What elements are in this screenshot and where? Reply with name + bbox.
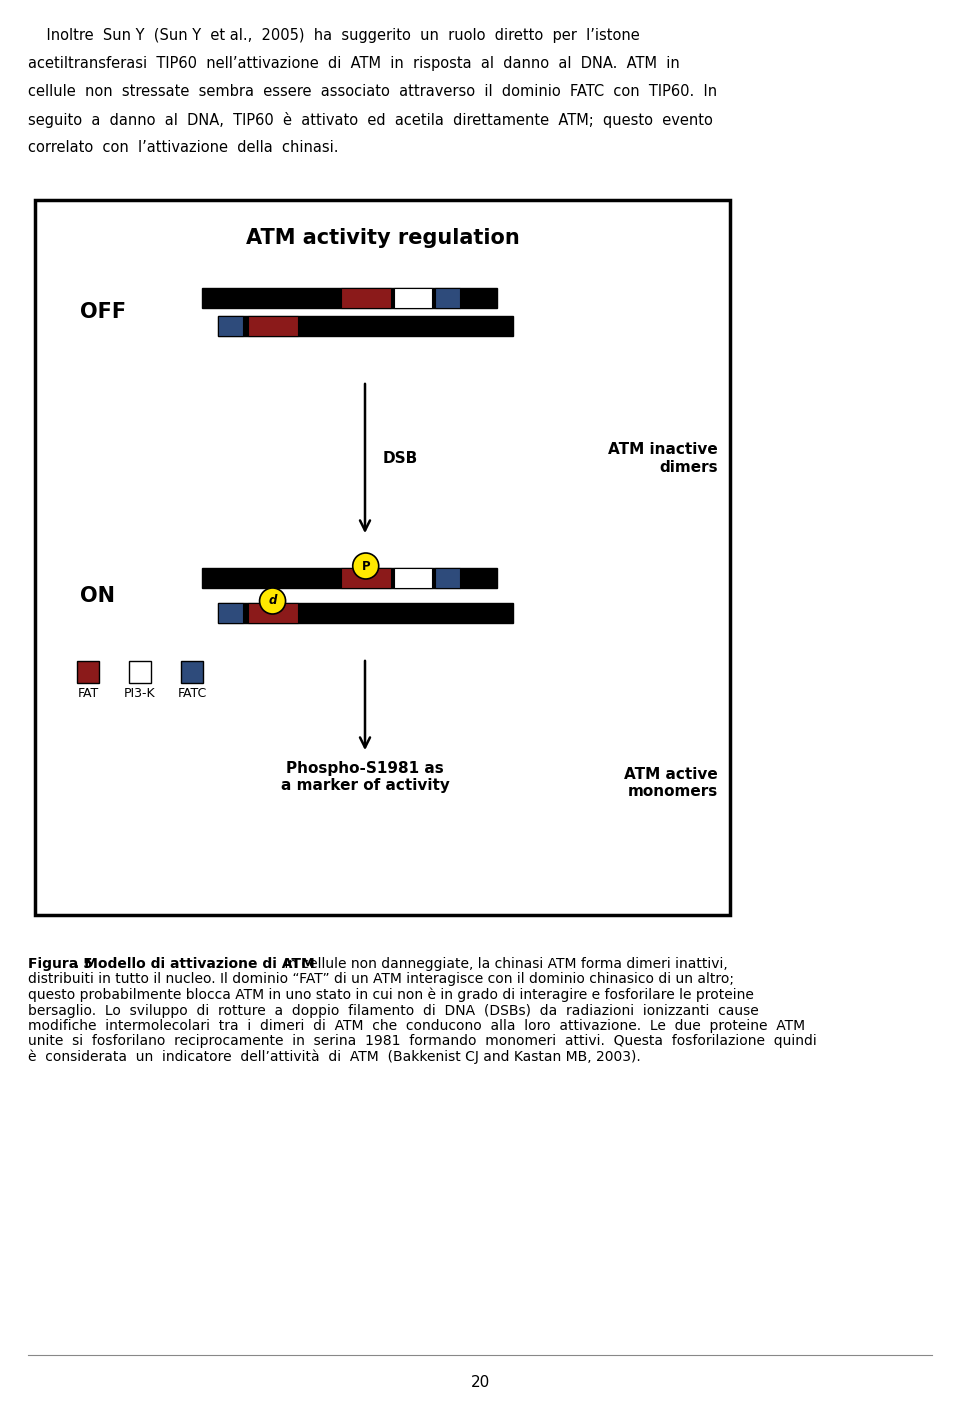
Text: 20: 20 — [470, 1375, 490, 1390]
Bar — [35, 200, 730, 915]
Text: P: P — [361, 560, 370, 573]
Text: Figura 5: Figura 5 — [28, 957, 93, 971]
Text: ATM active
monomers: ATM active monomers — [624, 767, 718, 800]
Bar — [77, 661, 99, 683]
Text: In cellule non danneggiate, la chinasi ATM forma dimeri inattivi,: In cellule non danneggiate, la chinasi A… — [280, 957, 728, 971]
Bar — [341, 569, 391, 588]
Text: FATC: FATC — [178, 686, 206, 700]
Text: Phospho-S1981 as
a marker of activity: Phospho-S1981 as a marker of activity — [280, 761, 449, 794]
Bar — [129, 661, 151, 683]
Circle shape — [259, 588, 285, 614]
Text: unite  si  fosforilano  reciprocamente  in  serina  1981  formando  monomeri  at: unite si fosforilano reciprocamente in s… — [28, 1035, 817, 1048]
Bar — [202, 288, 497, 308]
Bar — [218, 316, 243, 336]
Text: Inoltre  Sun Y  (Sun Y  et al.,  2005)  ha  suggerito  un  ruolo  diretto  per  : Inoltre Sun Y (Sun Y et al., 2005) ha su… — [28, 28, 639, 43]
Bar — [394, 569, 432, 588]
Text: modifiche  intermolecolari  tra  i  dimeri  di  ATM  che  conducono  alla  loro : modifiche intermolecolari tra i dimeri d… — [28, 1020, 805, 1032]
Bar — [341, 288, 391, 308]
Bar — [181, 661, 203, 683]
Text: PI3-K: PI3-K — [124, 686, 156, 700]
Text: DSB: DSB — [383, 451, 419, 467]
Text: questo probabilmente blocca ATM in uno stato in cui non è in grado di interagire: questo probabilmente blocca ATM in uno s… — [28, 988, 754, 1003]
Text: OFF: OFF — [80, 302, 126, 322]
Bar — [435, 569, 460, 588]
Text: ATM inactive
dimers: ATM inactive dimers — [609, 442, 718, 475]
Bar — [218, 603, 243, 623]
Bar — [218, 316, 513, 336]
Text: ON: ON — [80, 586, 115, 605]
Text: acetiltransferasi  TIP60  nell’attivazione  di  ATM  in  risposta  al  danno  al: acetiltransferasi TIP60 nell’attivazione… — [28, 55, 680, 71]
Text: . Modello di attivazione di ATM: . Modello di attivazione di ATM — [74, 957, 315, 971]
Bar — [202, 569, 497, 588]
Bar — [218, 603, 513, 623]
Text: seguito  a  danno  al  DNA,  TIP60  è  attivato  ed  acetila  direttamente  ATM;: seguito a danno al DNA, TIP60 è attivato… — [28, 112, 713, 128]
Text: ATM activity regulation: ATM activity regulation — [246, 228, 519, 248]
Text: d: d — [269, 594, 276, 607]
Bar — [394, 288, 432, 308]
Circle shape — [352, 553, 379, 579]
Text: cellule  non  stressate  sembra  essere  associato  attraverso  il  dominio  FAT: cellule non stressate sembra essere asso… — [28, 84, 717, 99]
Text: è  considerata  un  indicatore  dell’attività  di  ATM  (Bakkenist CJ and Kastan: è considerata un indicatore dell’attivit… — [28, 1049, 640, 1065]
Text: bersaglio.  Lo  sviluppo  di  rotture  a  doppio  filamento  di  DNA  (DSBs)  da: bersaglio. Lo sviluppo di rotture a dopp… — [28, 1004, 758, 1018]
Text: distribuiti in tutto il nucleo. Il dominio “FAT” di un ATM interagisce con il do: distribuiti in tutto il nucleo. Il domin… — [28, 973, 734, 987]
Bar — [435, 288, 460, 308]
Text: FAT: FAT — [78, 686, 99, 700]
Bar — [248, 603, 298, 623]
Text: correlato  con  l’attivazione  della  chinasi.: correlato con l’attivazione della chinas… — [28, 140, 339, 155]
Bar — [248, 316, 298, 336]
